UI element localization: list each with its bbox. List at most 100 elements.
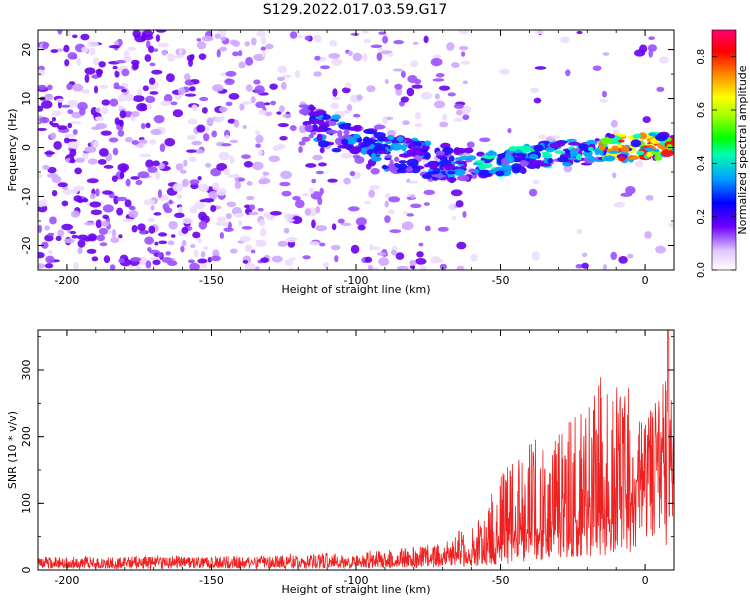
heatmap-noise-blob-480 bbox=[416, 251, 424, 258]
heatmap-ridge-blob-1284 bbox=[452, 168, 466, 176]
heatmap-noise-blob-202 bbox=[576, 30, 583, 35]
heatmap-noise-blob-481 bbox=[93, 141, 99, 149]
heatmap-noise-blob-821 bbox=[210, 255, 221, 262]
heatmap-noise-blob-807 bbox=[378, 31, 387, 35]
heatmap-noise-blob-236 bbox=[180, 245, 185, 253]
heatmap-noise-blob-831 bbox=[38, 174, 43, 179]
heatmap-noise-blob-361 bbox=[181, 217, 193, 225]
heatmap-ridge-blob-1086 bbox=[638, 132, 647, 140]
heatmap-noise-blob-729 bbox=[119, 171, 125, 180]
heatmap-noise-blob-817 bbox=[255, 143, 261, 148]
heatmap-noise-blob-88 bbox=[575, 264, 583, 269]
heatmap-noise-blob-111 bbox=[145, 159, 154, 168]
heatmap-noise-blob-354 bbox=[434, 93, 440, 100]
heatmap-noise-blob-469 bbox=[119, 110, 127, 119]
heatmap-ridge-blob-1329 bbox=[617, 139, 625, 143]
heatmap-noise-blob-230 bbox=[92, 57, 100, 66]
spectrogram-y-tick-label-0: -20 bbox=[20, 237, 33, 255]
heatmap-noise-blob-697 bbox=[111, 175, 118, 183]
heatmap-noise-blob-201 bbox=[113, 85, 125, 90]
heatmap-noise-blob-68 bbox=[181, 240, 187, 247]
heatmap-noise-blob-768 bbox=[146, 103, 153, 110]
heatmap-noise-blob-246 bbox=[103, 164, 114, 169]
snr-y-tick-label-1: 100 bbox=[20, 493, 33, 514]
heatmap-noise-blob-470 bbox=[550, 135, 560, 139]
heatmap-noise-blob-109 bbox=[67, 122, 73, 129]
heatmap-ridge-blob-1297 bbox=[381, 165, 389, 170]
heatmap-noise-blob-239 bbox=[655, 245, 667, 254]
heatmap-ridge-blob-1184 bbox=[465, 158, 473, 163]
heatmap-noise-blob-856 bbox=[350, 244, 360, 254]
heatmap-ridge-blob-1375 bbox=[533, 144, 544, 152]
heatmap-noise-blob-66 bbox=[412, 41, 419, 45]
spectrogram-x-tick-label-0: -200 bbox=[54, 274, 79, 287]
heatmap-noise-blob-314 bbox=[330, 244, 341, 251]
heatmap-ridge-blob-1302 bbox=[653, 148, 660, 153]
heatmap-noise-blob-53 bbox=[216, 49, 221, 58]
heatmap-noise-blob-128 bbox=[340, 222, 352, 227]
heatmap-noise-blob-256 bbox=[281, 74, 293, 79]
heatmap-ridge-blob-1360 bbox=[372, 148, 381, 152]
heatmap-ridge-blob-1328 bbox=[646, 151, 652, 158]
heatmap-noise-blob-829 bbox=[67, 141, 80, 149]
heatmap-noise-blob-474 bbox=[395, 252, 405, 260]
heatmap-noise-blob-601 bbox=[102, 214, 109, 220]
heatmap-noise-blob-5 bbox=[197, 175, 202, 181]
heatmap-noise-blob-145 bbox=[203, 133, 210, 142]
heatmap-noise-blob-819 bbox=[167, 240, 175, 246]
heatmap-ridge-blob-1356 bbox=[411, 147, 424, 153]
heatmap-noise-blob-269 bbox=[153, 212, 162, 216]
heatmap-ridge-blob-1294 bbox=[377, 136, 387, 142]
heatmap-noise-blob-41 bbox=[124, 136, 133, 143]
heatmap-noise-blob-487 bbox=[460, 60, 471, 65]
heatmap-noise-blob-641 bbox=[184, 93, 197, 97]
heatmap-noise-blob-434 bbox=[599, 99, 609, 103]
heatmap-noise-blob-384 bbox=[279, 135, 288, 141]
heatmap-noise-blob-212 bbox=[57, 229, 65, 237]
heatmap-noise-blob-619 bbox=[331, 58, 343, 66]
heatmap-noise-blob-794 bbox=[42, 42, 49, 50]
heatmap-noise-blob-839 bbox=[161, 257, 173, 263]
heatmap-ridge-blob-1341 bbox=[620, 145, 630, 153]
heatmap-noise-blob-190 bbox=[406, 213, 414, 217]
heatmap-noise-blob-228 bbox=[457, 30, 470, 35]
heatmap-noise-blob-732 bbox=[368, 264, 374, 270]
heatmap-noise-blob-584 bbox=[387, 209, 395, 215]
heatmap-noise-blob-523 bbox=[328, 40, 338, 47]
heatmap-noise-blob-208 bbox=[246, 195, 255, 201]
heatmap-noise-blob-406 bbox=[139, 153, 152, 158]
heatmap-noise-blob-360 bbox=[319, 242, 326, 247]
heatmap-noise-blob-722 bbox=[393, 40, 405, 45]
heatmap-ridge-blob-1364 bbox=[507, 156, 515, 164]
heatmap-noise-blob-459 bbox=[47, 232, 55, 237]
heatmap-noise-blob-647 bbox=[109, 264, 116, 270]
heatmap-noise-blob-530 bbox=[258, 109, 267, 115]
heatmap-noise-blob-682 bbox=[331, 223, 337, 231]
heatmap-ridge-blob-1253 bbox=[345, 136, 358, 145]
heatmap-ridge-blob-1096 bbox=[654, 154, 662, 161]
heatmap-noise-blob-705 bbox=[95, 107, 101, 113]
heatmap-noise-blob-164 bbox=[145, 122, 151, 129]
heatmap-ridge-blob-1337 bbox=[326, 129, 338, 134]
heatmap-noise-blob-370 bbox=[314, 55, 321, 61]
heatmap-noise-blob-433 bbox=[108, 137, 119, 143]
heatmap-noise-blob-293 bbox=[439, 263, 448, 270]
heatmap-noise-blob-731 bbox=[124, 199, 132, 208]
heatmap-noise-blob-132 bbox=[218, 106, 228, 113]
heatmap-noise-blob-444 bbox=[86, 178, 99, 184]
heatmap-noise-blob-555 bbox=[253, 79, 261, 85]
heatmap-ridge-blob-1365 bbox=[599, 144, 606, 151]
heatmap-noise-blob-100 bbox=[625, 186, 636, 195]
heatmap-ridge-blob-955 bbox=[627, 155, 639, 161]
heatmap-noise-blob-416 bbox=[219, 116, 225, 121]
heatmap-noise-blob-261 bbox=[98, 61, 106, 68]
heatmap-noise-blob-762 bbox=[345, 82, 351, 89]
heatmap-noise-blob-690 bbox=[433, 259, 444, 263]
heatmap-noise-blob-461 bbox=[312, 154, 323, 161]
heatmap-noise-blob-826 bbox=[410, 194, 416, 199]
heatmap-noise-blob-728 bbox=[244, 244, 253, 253]
heatmap-noise-blob-283 bbox=[51, 117, 57, 122]
heatmap-noise-blob-429 bbox=[62, 188, 73, 195]
snr-y-tick-label-3: 300 bbox=[20, 360, 33, 381]
